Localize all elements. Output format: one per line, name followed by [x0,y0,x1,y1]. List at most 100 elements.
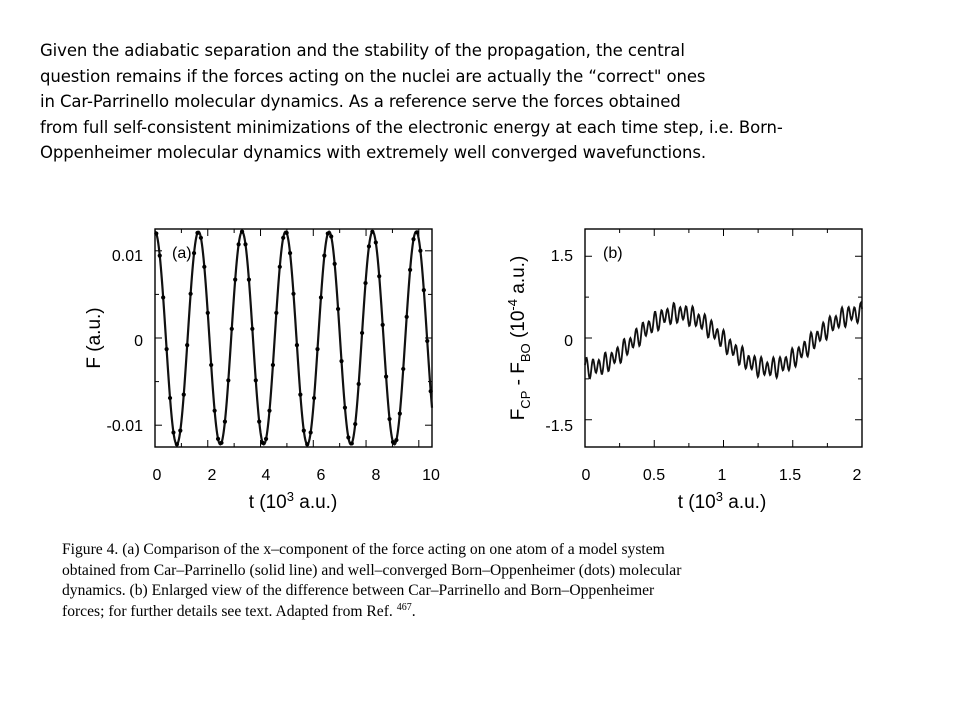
bo-force-point [178,428,183,433]
bo-force-point [263,436,269,441]
intro-line: Oppenheimer molecular dynamics with extr… [40,143,706,162]
bo-force-point [243,242,248,247]
bo-force-point [198,235,204,240]
caption-line-tail: . [411,602,416,620]
bo-force-point [408,267,413,272]
intro-line: question remains if the forces acting on… [40,66,706,86]
bo-force-point [359,330,365,336]
bo-force-point [287,251,293,256]
bo-force-point [329,234,334,239]
bo-force-point [311,395,317,401]
panel-a-ticks [154,229,432,447]
bo-force-point [188,291,193,296]
bo-force-point [370,229,375,234]
panel-a-series [154,229,434,447]
bo-force-point [366,244,372,249]
bo-force-point [236,242,241,247]
panel-a-xtick-label: 8 [372,467,381,484]
panel-a-xtick-label: 10 [422,467,440,484]
bo-force-point [318,295,324,300]
bo-force-point [322,253,327,258]
caption-reference-number: 467 [396,601,412,613]
bo-force-point [363,280,368,286]
caption-line: obtained from Car–Parrinello (solid line… [62,561,682,579]
bo-force-point [277,264,282,269]
bo-force-point [383,374,389,379]
bo-force-point [212,408,217,413]
panel-a-ytick-label: -0.01 [107,418,144,435]
bo-force-point [356,381,361,387]
panel-a-xtick-label: 6 [317,467,326,484]
figure-caption: Figure 4. (a) Comparison of the x–compon… [62,540,892,622]
panel-b-xtick-label: 1.5 [779,467,801,484]
caption-line: dynamics. (b) Enlarged view of the diffe… [62,582,655,599]
figure-4: (a) 0.01 0 -0.01 0 2 4 6 8 10 t (103 a.u… [0,200,960,520]
panel-b-xtick-label: 1 [718,467,727,484]
bo-force-point [281,235,286,240]
bo-force-point [270,362,276,368]
bo-force-point [167,395,173,401]
force-difference-line [584,300,863,381]
panel-b-ytick-label: 1.5 [551,248,573,265]
bo-force-point [229,326,234,331]
panel-b-label: (b) [603,245,623,262]
bo-force-point [418,248,423,253]
bo-force-point [353,421,358,427]
panel-a-xtick-labels: 0 2 4 6 8 10 [153,467,440,484]
caption-line: forces; for further details see text. Ad… [62,602,892,623]
panel-b-series [584,300,863,381]
panel-b-ytick-label: -1.5 [545,418,573,435]
bo-force-point [339,359,344,364]
bo-force-point [325,231,330,236]
bo-force-point [164,347,169,352]
bo-force-point [373,240,378,245]
bo-force-point [157,253,162,258]
bo-force-point [191,251,197,256]
bo-force-point [401,366,406,372]
figure-4-svg: (a) 0.01 0 -0.01 0 2 4 6 8 10 t (103 a.u… [84,228,863,513]
bo-force-point [390,439,396,445]
bo-force-point [335,306,341,312]
intro-line: in Car-Parrinello molecular dynamics. As… [40,92,681,111]
panel-a-xtick-label: 0 [153,467,162,484]
panel-b-xtick-labels: 0 0.5 1 1.5 2 [582,467,862,484]
bo-force-point [195,230,200,235]
bo-force-point [377,274,382,279]
bo-force-point [161,295,166,300]
panel-b-xtick-label: 0.5 [643,467,665,484]
bo-force-point [257,419,262,424]
caption-line-text: forces; for further details see text. Ad… [62,602,393,620]
bo-force-point [315,347,320,352]
bo-force-point [274,310,279,316]
bo-force-point [332,261,337,266]
caption-line: Figure 4. (a) Comparison of the x–compon… [62,541,665,558]
panel-b-xtick-label: 2 [853,467,862,484]
panel-b: (b) 1.5 0 -1.5 0 0.5 1 1.5 2 t (103 a.u.… [505,228,863,513]
bo-force-point [397,411,402,416]
bo-force-point [205,310,210,316]
panel-a-label: (a) [172,245,192,262]
panel-a-xlabel: t (103 a.u.) [249,489,338,513]
panel-a-ylabel: F (a.u.) [84,307,105,368]
bo-force-point [202,264,207,269]
panel-a-xtick-label: 2 [208,467,217,484]
panel-b-xtick-label: 0 [582,467,591,484]
intro-line: Given the adiabatic separation and the s… [40,41,685,60]
bo-force-point [428,389,433,394]
bo-force-point [346,435,351,440]
bo-force-point [181,392,186,397]
bo-force-point [239,229,245,234]
panel-a-xtick-label: 4 [262,467,271,484]
bo-force-point [298,392,303,397]
bo-force-point [219,440,224,445]
bo-force-point [154,231,159,236]
panel-b-ylabel: FCP - FBO (10-4 a.u.) [505,256,533,421]
bo-force-point [342,405,348,410]
bo-force-point [171,430,176,435]
cp-force-line [154,230,434,446]
intro-line: from full self-consistent minimizations … [40,117,783,137]
panel-a: (a) 0.01 0 -0.01 0 2 4 6 8 10 t (103 a.u… [84,228,440,513]
bo-force-point [222,419,228,424]
bo-force-point [394,437,399,443]
bo-force-point [294,342,300,348]
